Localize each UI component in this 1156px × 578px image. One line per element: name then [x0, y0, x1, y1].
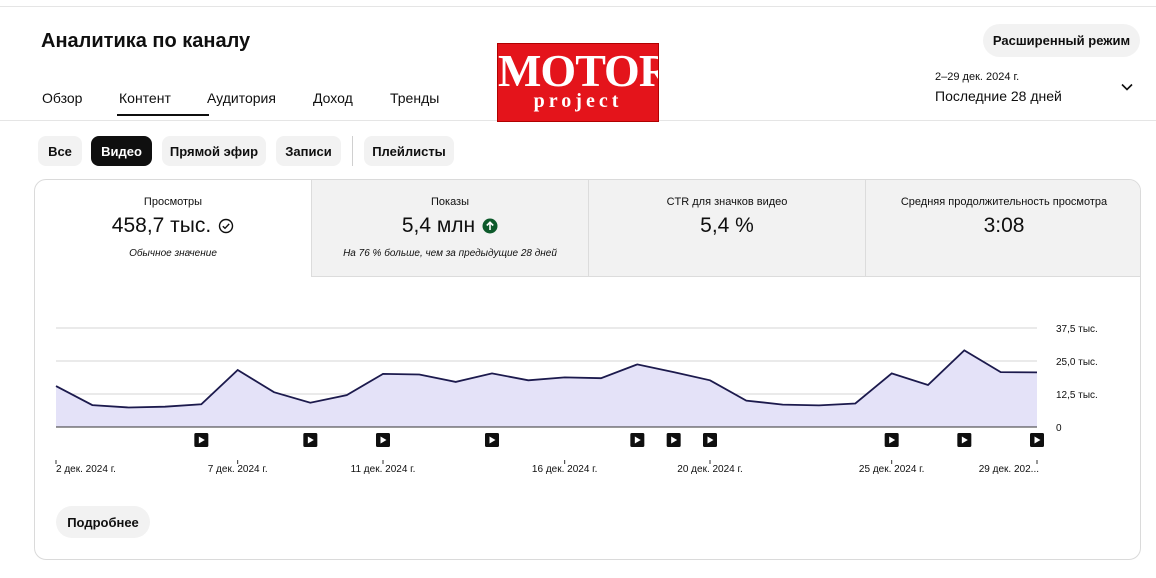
- tab-audience[interactable]: Аудитория: [207, 90, 276, 106]
- metric-ctr[interactable]: CTR для значков видео 5,4 %: [588, 180, 865, 277]
- metric-note: На 76 % больше, чем за предыдущие 28 дне…: [343, 248, 557, 259]
- play-icon: [707, 436, 714, 444]
- check-circle-icon: [219, 218, 234, 234]
- metric-value-wrap: 5,4 %: [589, 214, 865, 238]
- y-tick-label: 12,5 тыс.: [1056, 390, 1098, 401]
- tab-overview[interactable]: Обзор: [42, 90, 83, 106]
- x-tick-label: 11 дек. 2024 г.: [351, 464, 416, 475]
- play-icon: [634, 436, 641, 444]
- x-tick-label: 25 дек. 2024 г.: [859, 464, 924, 475]
- motor-project-watermark-logo: MOTOR project: [497, 43, 659, 122]
- play-icon: [1034, 436, 1041, 444]
- metric-value-wrap: 5,4 млн: [312, 214, 588, 238]
- tab-trends[interactable]: Тренды: [390, 90, 440, 106]
- chart-series-line: [55, 349, 1038, 409]
- x-tick-label: 29 дек. 202...: [979, 464, 1039, 475]
- tab-bar: Обзор Контент Аудитория Доход Тренды: [42, 90, 460, 116]
- chevron-down-icon[interactable]: [1120, 80, 1134, 94]
- metric-impressions[interactable]: Показы 5,4 млн На 76 % больше, чем за пр…: [311, 180, 588, 277]
- metric-note: Обычное значение: [129, 248, 217, 259]
- chip-separator: [352, 136, 353, 166]
- play-icon: [961, 436, 968, 444]
- date-range-text: 2–29 дек. 2024 г.: [935, 71, 1020, 83]
- logo-text-project: project: [533, 90, 623, 112]
- chart-area-fill: [56, 350, 1037, 427]
- metric-label: Показы: [430, 196, 470, 208]
- metric-value: 5,4 %: [700, 214, 754, 237]
- metric-value: 458,7 тыс.: [111, 214, 212, 237]
- tab-content[interactable]: Контент: [117, 90, 209, 116]
- x-tick-label: 7 дек. 2024 г.: [208, 464, 268, 475]
- metric-value: 3:08: [983, 214, 1025, 237]
- metric-label: Средняя продолжительность просмотра: [900, 196, 1108, 208]
- y-tick-label: 25,0 тыс.: [1056, 357, 1098, 368]
- play-icon: [307, 436, 314, 444]
- play-icon: [489, 436, 496, 444]
- metric-views[interactable]: Просмотры 458,7 тыс. Обычное значение: [35, 180, 311, 277]
- y-tick-label: 37,5 тыс.: [1056, 324, 1098, 335]
- play-icon: [380, 436, 387, 444]
- chip-video[interactable]: Видео: [91, 136, 152, 166]
- chip-playlists[interactable]: Плейлисты: [364, 136, 454, 166]
- analytics-card: Просмотры 458,7 тыс. Обычное значение По…: [34, 179, 1141, 560]
- more-details-button[interactable]: Подробнее: [56, 506, 150, 538]
- chip-all[interactable]: Все: [38, 136, 82, 166]
- page-title: Аналитика по каналу: [41, 30, 251, 52]
- chip-posts[interactable]: Записи: [276, 136, 341, 166]
- play-icon: [671, 436, 678, 444]
- x-tick-label: 2 дек. 2024 г.: [56, 464, 116, 475]
- play-icon: [198, 436, 205, 444]
- metric-value-wrap: 3:08: [866, 214, 1140, 238]
- views-chart: 37,5 тыс. 25,0 тыс. 12,5 тыс. 0 2 дек. 2024 …: [55, 324, 1098, 475]
- x-tick-label: 20 дек. 2024 г.: [677, 464, 742, 475]
- arrow-up-circle-icon: [482, 218, 498, 234]
- logo-text-motor: MOTOR: [498, 45, 659, 96]
- y-tick-label: 0: [1056, 423, 1062, 434]
- x-tick-label: 16 дек. 2024 г.: [532, 464, 597, 475]
- period-selector[interactable]: Последние 28 дней: [935, 88, 1062, 104]
- tab-revenue[interactable]: Доход: [313, 90, 353, 106]
- chip-live[interactable]: Прямой эфир: [162, 136, 266, 166]
- top-border: [0, 6, 1156, 7]
- metric-avg-duration[interactable]: Средняя продолжительность просмотра 3:08: [865, 180, 1140, 277]
- metric-label: Просмотры: [143, 196, 203, 208]
- play-icon: [889, 436, 896, 444]
- advanced-mode-button[interactable]: Расширенный режим: [983, 24, 1140, 57]
- metric-value: 5,4 млн: [401, 214, 476, 237]
- metric-value-wrap: 458,7 тыс.: [35, 214, 311, 238]
- metric-label: CTR для значков видео: [666, 196, 788, 208]
